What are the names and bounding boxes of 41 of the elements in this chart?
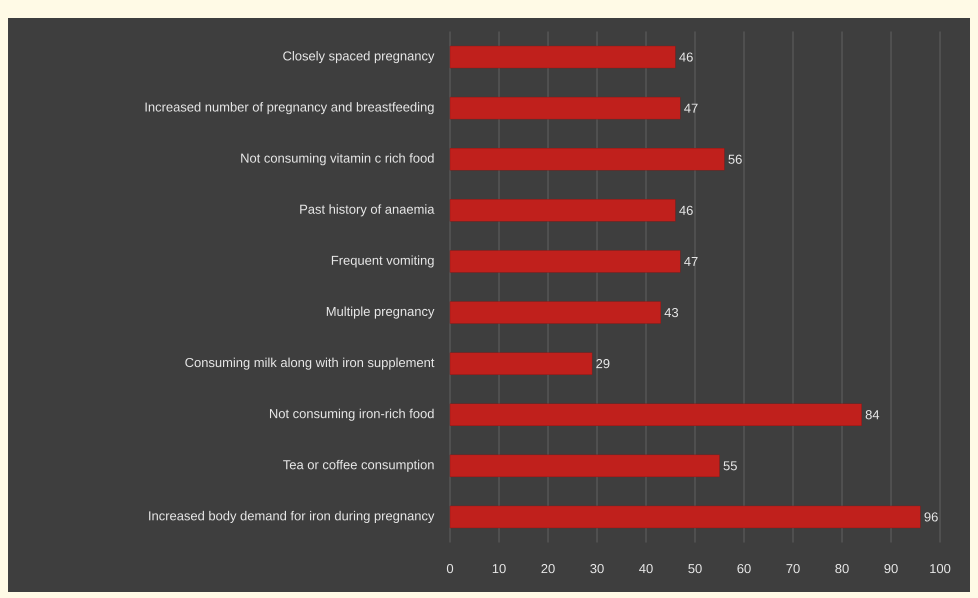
y-tick-label: Closely spaced pregnancy <box>283 51 434 64</box>
bar <box>450 199 676 222</box>
y-tick-label: Consuming milk along with iron supplement <box>185 358 434 370</box>
data-label: 46 <box>679 206 693 215</box>
y-tick-label: Past history of anaemia <box>300 204 434 216</box>
data-label: 47 <box>684 256 698 266</box>
data-label: 47 <box>684 104 698 113</box>
bar <box>450 148 725 170</box>
bar <box>450 454 720 478</box>
y-tick-label: Not consuming iron-rich food <box>270 408 434 421</box>
y-tick-label: Tea or coffee consumption <box>283 460 434 472</box>
data-label: 46 <box>679 52 693 62</box>
x-tick-label: 80 <box>835 564 849 574</box>
y-tick-label: Multiple pregnancy <box>326 306 434 319</box>
y-tick-label: Not consuming vitamin c rich food <box>241 153 434 166</box>
data-label: 29 <box>596 359 610 368</box>
bar <box>450 301 661 324</box>
data-label: 55 <box>724 461 737 470</box>
y-tick-label: Increased number of pregnancy and breastfeeding <box>146 102 434 114</box>
bar <box>450 404 862 426</box>
x-tick-label: 70 <box>786 564 800 574</box>
x-tick-label: 90 <box>884 564 898 574</box>
x-tick-label: 40 <box>639 564 653 574</box>
x-tick-label: 10 <box>492 564 506 574</box>
data-label: 56 <box>728 154 742 164</box>
data-label: 43 <box>664 308 678 318</box>
data-label: 96 <box>924 512 938 522</box>
y-tick-label: Increased body demand for iron during pregnancy <box>149 510 434 523</box>
x-tick-label: 50 <box>688 564 702 574</box>
x-tick-label: 100 <box>930 564 950 574</box>
bar <box>450 352 592 375</box>
x-tick-label: 20 <box>541 564 555 574</box>
bar <box>450 506 921 528</box>
x-tick-label: 60 <box>737 564 751 574</box>
bar <box>450 46 676 68</box>
x-tick-label: 30 <box>590 564 604 574</box>
y-tick-label: Frequent vomiting <box>332 255 434 268</box>
bar <box>450 250 681 273</box>
data-label: 84 <box>866 410 880 420</box>
x-tick-label: 0 <box>446 564 454 574</box>
bar <box>450 96 681 120</box>
